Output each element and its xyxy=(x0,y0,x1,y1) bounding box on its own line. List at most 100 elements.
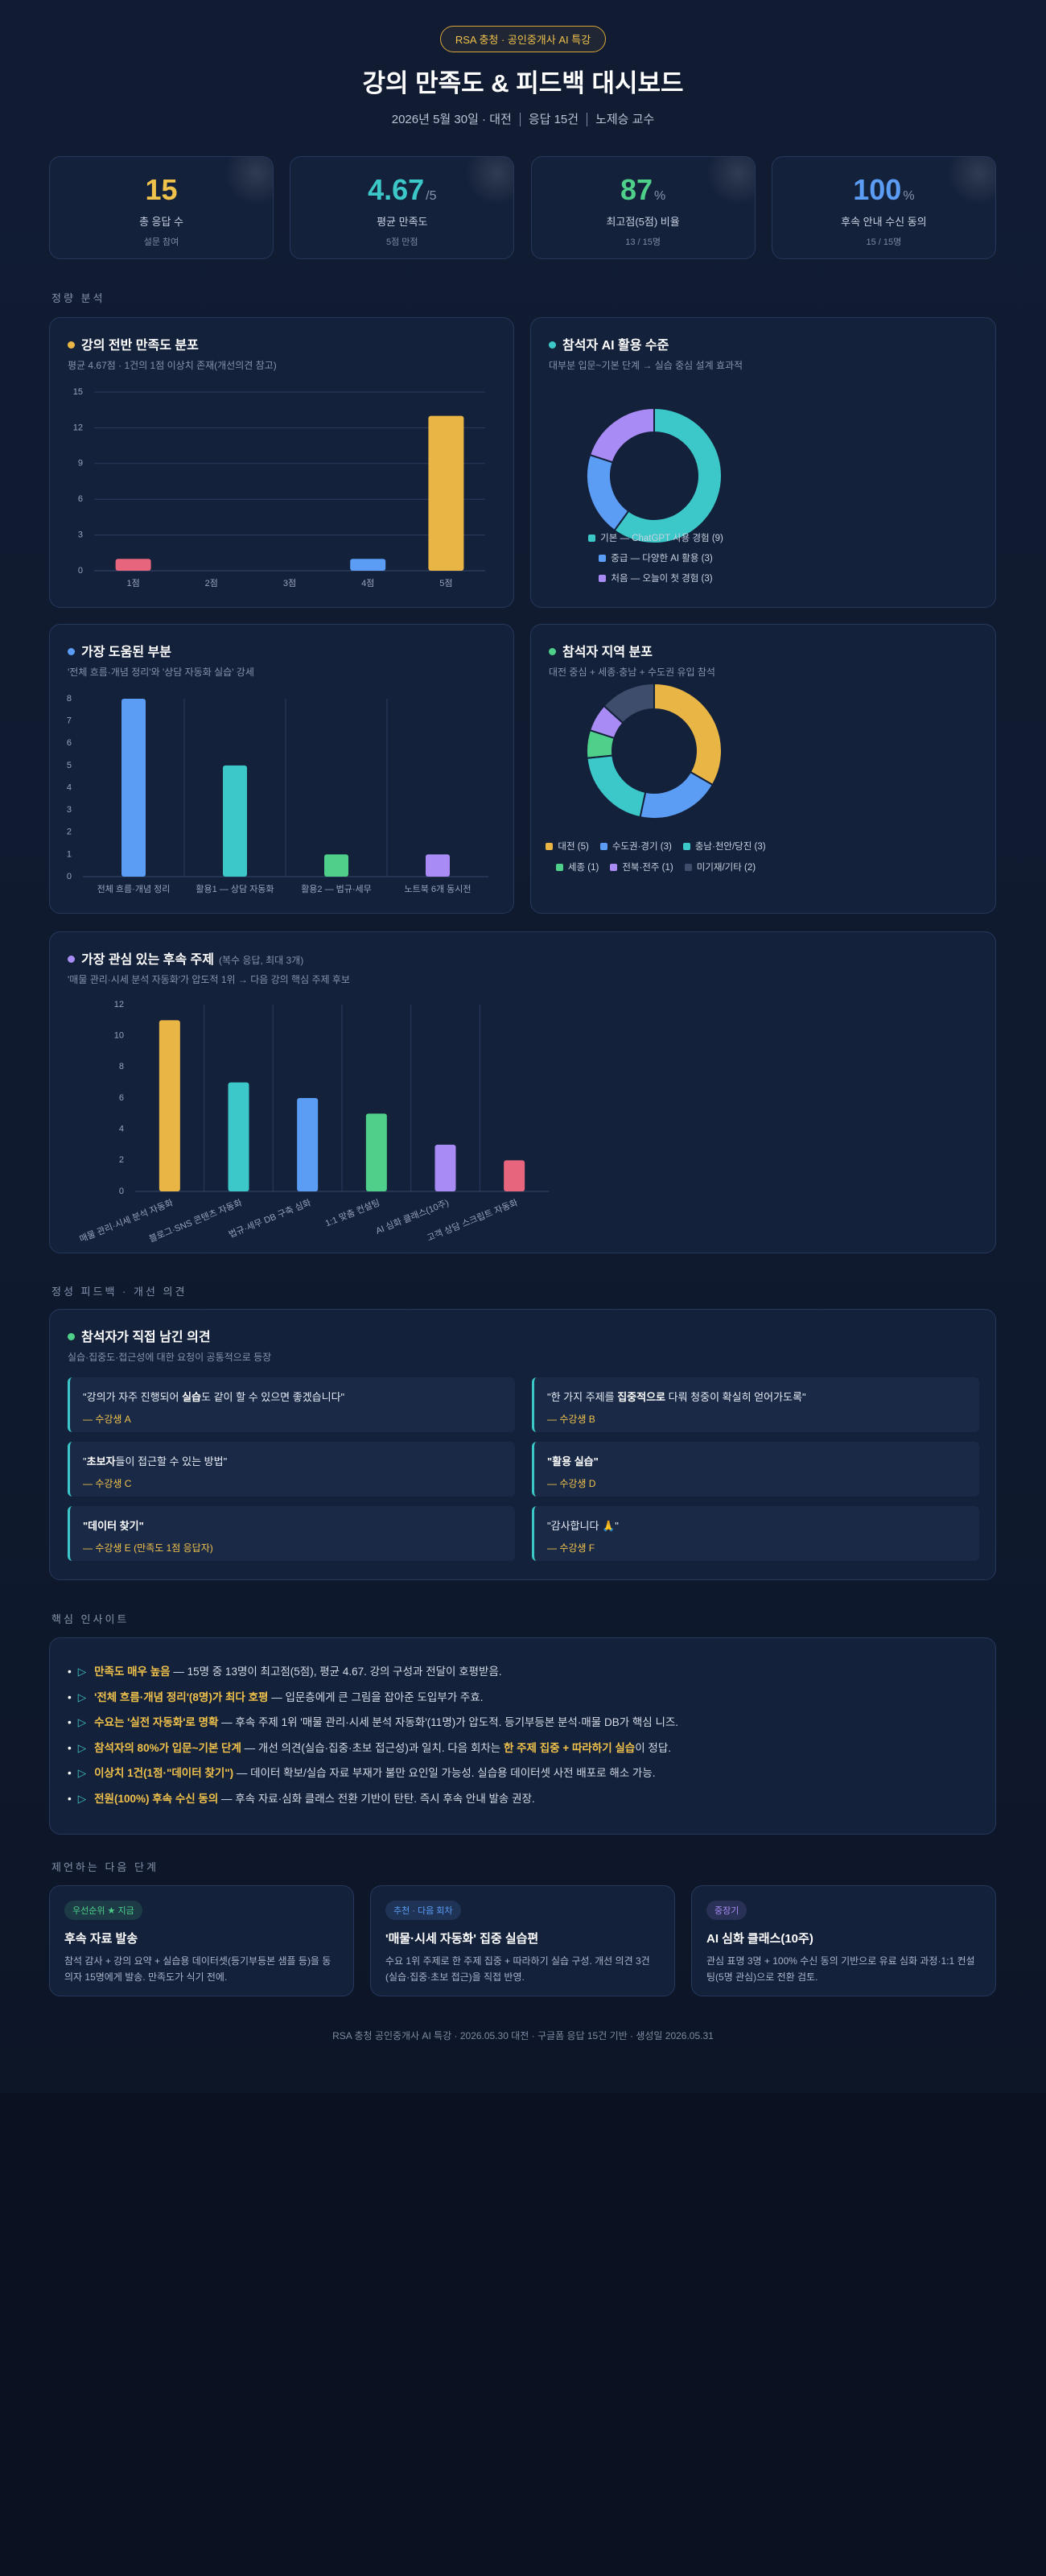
insights-card: • ▷ 만족도 매우 높음 — 15명 중 13명이 최고점(5점), 평균 4.6… xyxy=(49,1637,996,1835)
quote: "데이터 찾기" — 수강생 E (만족도 1점 응답자) xyxy=(68,1506,515,1561)
step-card: 중장기 AI 심화 클래스(10주) 관심 표명 3명 + 100% 수신 동의 기… xyxy=(691,1885,996,1996)
y-tick-label: 15 xyxy=(73,387,83,397)
text: 들이 접근할 수 있는 방법" xyxy=(115,1455,228,1468)
emphasis: "데이터 찾기" xyxy=(83,1520,144,1532)
chart xyxy=(586,407,723,544)
y-tick-label: 12 xyxy=(114,1000,124,1009)
y-tick-label: 3 xyxy=(67,805,72,815)
kpi-unit: /5 xyxy=(426,189,437,203)
bar xyxy=(504,1160,525,1191)
donut-slice xyxy=(639,770,714,819)
chart xyxy=(586,682,723,819)
card-subtitle: 실습·집중도·접근성에 대한 요청이 공통적으로 등장 xyxy=(68,1352,272,1363)
step-title: 후속 자료 발송 xyxy=(64,1932,138,1946)
y-tick-label: 6 xyxy=(78,494,83,504)
title-dot xyxy=(68,956,75,963)
legend-label: 전북·전주 xyxy=(622,863,660,873)
bullet: • xyxy=(68,1741,72,1754)
step-text: 참석 감사 + 강의 요약 + 실습용 데이터셋(등기부등본 샘플 등)을 동의… xyxy=(64,1955,332,1983)
legend-item: 처음 — 오늘이 첫 경험 (3) xyxy=(599,572,713,584)
bar xyxy=(228,1082,249,1191)
quote-author: — 수강생 D xyxy=(547,1478,596,1489)
bullet: • xyxy=(68,1690,72,1703)
kpi-card: 87% 최고점(5점) 비율 13 / 15명 xyxy=(530,156,756,259)
bullet: • xyxy=(68,1767,72,1779)
emphasis: '전체 흐름·개념 정리'(8명)가 최다 호평 xyxy=(94,1690,269,1703)
text: — 입문층에게 큰 그림을 잡아준 도입부가 주효. xyxy=(268,1690,484,1703)
x-tick-label: 1점 xyxy=(126,578,139,588)
text: — 후속 주제 1위 '매물 관리·시세 분석 자동화'(11명)가 압도적. … xyxy=(218,1716,679,1728)
kpi-value: 87 xyxy=(620,173,653,206)
chart-card: 가장 도움된 부분 '전체 흐름·개념 정리'와 '상담 자동화 실습' 강세 0 1… xyxy=(49,624,514,914)
title-text: 참석자가 직접 남긴 의견 xyxy=(81,1331,211,1344)
quote-text: "데이터 찾기" xyxy=(83,1517,502,1533)
legend-item: 대전 (5) xyxy=(546,840,589,852)
y-tick-label: 2 xyxy=(119,1155,124,1165)
quote: "활용 실습" — 수강생 D xyxy=(532,1442,979,1496)
bar xyxy=(121,699,146,877)
legend-item: 전북·전주 (1) xyxy=(610,861,673,873)
card-title: 강의 전반 만족도 분포 xyxy=(68,334,199,353)
quote-author: — 수강생 A xyxy=(83,1414,131,1425)
emphasis: 집중적으로 xyxy=(617,1391,666,1403)
kpi-sub: 5점 만점 xyxy=(386,237,418,247)
legend-value: (3) xyxy=(754,842,766,852)
bar xyxy=(350,559,386,571)
legend-item: 미기재/기타 (2) xyxy=(684,861,756,873)
footer: RSA 충청 공인중개사 AI 특강 · 2026.05.30 대전 · 구글폼… xyxy=(332,2030,714,2041)
bullet-icon: ▷ xyxy=(77,1767,87,1779)
quote-author: — 수강생 F xyxy=(547,1542,595,1554)
emphasis: 참석자의 80%가 입문~기본 단계 xyxy=(94,1741,241,1754)
quote-text: "활용 실습" xyxy=(547,1453,966,1468)
insight: • ▷ 만족도 매우 높음 — 15명 중 13명이 최고점(5점), 평균 4.6… xyxy=(68,1662,502,1678)
section-label: 정성 피드백 · 개선 의견 xyxy=(51,1286,187,1298)
section-label: 제언하는 다음 단계 xyxy=(51,1861,159,1873)
legend-swatch xyxy=(599,843,607,850)
kpi-value: 15 xyxy=(145,173,178,206)
y-tick-label: 0 xyxy=(78,566,83,576)
bullet: • xyxy=(68,1792,72,1805)
kpi-card: 4.67/5 평균 만족도 5점 만점 xyxy=(290,156,515,259)
card-subtitle: 대전 중심 + 세종·충남 + 수도권 유입 참석 xyxy=(549,667,715,678)
y-tick-label: 8 xyxy=(67,694,72,704)
chart-card: 강의 전반 만족도 분포 평균 4.67점 · 1건의 1점 이상치 존재(개선의… xyxy=(49,317,514,608)
title-dot xyxy=(549,648,556,655)
y-tick-label: 3 xyxy=(78,530,83,540)
donut-slice xyxy=(588,407,655,464)
bar xyxy=(115,559,151,571)
legend-swatch xyxy=(610,864,618,871)
legend-value: (3) xyxy=(701,554,713,564)
kpi-unit: % xyxy=(903,189,915,203)
title-note: (복수 응답, 최대 3개) xyxy=(218,955,304,966)
meta-item: 응답 15건 xyxy=(519,113,579,126)
kpi-value-row: 87% xyxy=(532,173,755,207)
step-tag: 추천 · 다음 회차 xyxy=(385,1901,461,1920)
title-dot xyxy=(68,341,75,349)
legend-label: 대전 xyxy=(558,842,575,852)
chart-card: 참석자 AI 활용 수준 대부분 입문~기본 단계 → 실습 중심 설계 효과적 기… xyxy=(530,317,996,608)
donut-slice xyxy=(586,453,630,532)
bullet-icon: ▷ xyxy=(77,1666,87,1678)
kpi-value: 100 xyxy=(853,173,902,206)
donut-slice xyxy=(653,682,723,786)
legend-swatch xyxy=(546,843,554,850)
bar xyxy=(434,1145,456,1191)
bullet-icon: ▷ xyxy=(77,1792,87,1805)
y-tick-label: 10 xyxy=(114,1031,124,1041)
bullet-icon: ▷ xyxy=(77,1690,87,1703)
kpi-value-row: 100% xyxy=(772,173,995,207)
legend-label: 중급 — 다양한 AI 활용 xyxy=(611,554,699,564)
step-tag: 우선순위 ★ 지금 xyxy=(64,1901,142,1920)
emphasis: 실습 xyxy=(182,1391,202,1403)
page: RSA 충청 · 공인중개사 AI 특강 강의 만족도 & 피드백 대시보드 2… xyxy=(0,0,1046,2093)
quote-author: — 수강생 E (만족도 1점 응답자) xyxy=(83,1542,213,1554)
legend-swatch xyxy=(682,843,690,850)
y-tick-label: 0 xyxy=(119,1187,124,1196)
text: " xyxy=(83,1455,87,1468)
x-tick-label: 노트북 6개 동시전 xyxy=(404,884,471,894)
card-title: 참석자 지역 분포 xyxy=(549,641,653,660)
x-tick-label: 3점 xyxy=(283,578,296,588)
feedback-card: 참석자가 직접 남긴 의견 실습·집중도·접근성에 대한 요청이 공통적으로 등… xyxy=(49,1309,996,1580)
